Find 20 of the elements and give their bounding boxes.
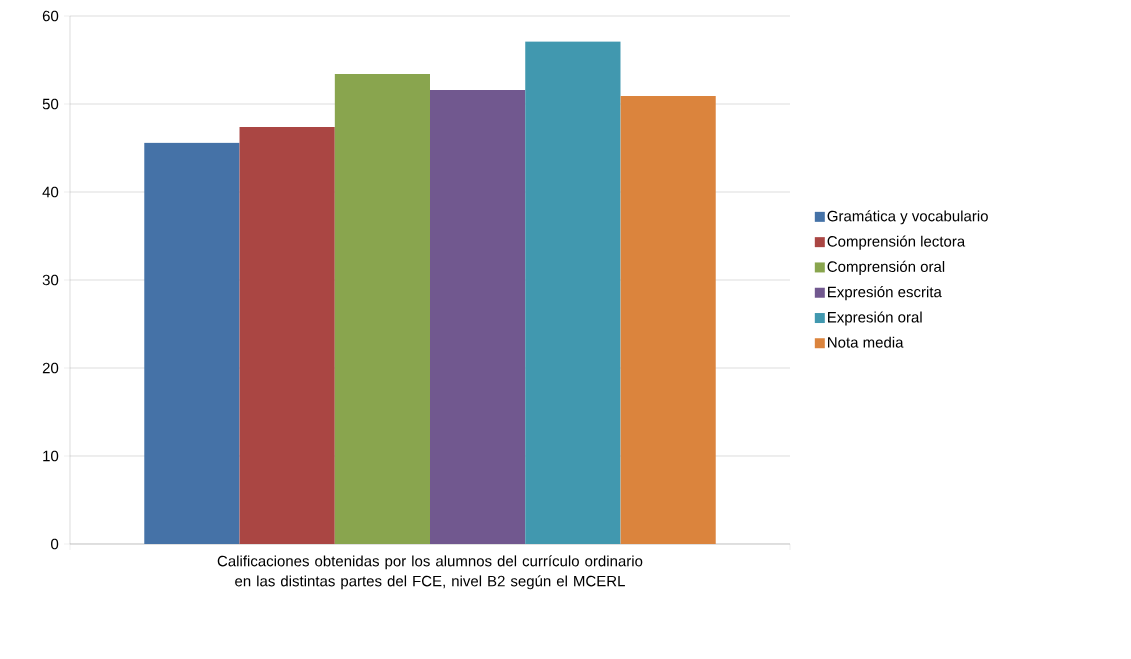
y-tick-label: 40	[42, 186, 59, 198]
x-tick-label: Calificaciones obtenidas por los alumnos del currículo ordinario en las distintas partes del FCE, nivel B2 según el MCERL	[217, 555, 643, 590]
bar	[430, 89, 526, 544]
legend-label: Nota media	[828, 336, 904, 348]
legend-label: Gramática y vocabulario	[827, 210, 988, 225]
y-tick-label: 20	[42, 362, 59, 374]
y-tick-label: 10	[43, 450, 59, 462]
y-tick-label: 50	[42, 98, 59, 110]
bar	[620, 96, 716, 544]
y-tick-label: 0	[51, 538, 59, 550]
legend-label: Expresión oral	[828, 311, 922, 326]
y-tick-label: 60	[42, 10, 59, 22]
legend-label: Expresión escrita	[828, 286, 942, 301]
bar	[334, 74, 430, 544]
bar	[144, 142, 240, 544]
bar	[525, 41, 621, 544]
legend-label: Comprensión oral	[827, 260, 945, 275]
legend-label: Comprensión lectora	[827, 235, 966, 250]
y-tick-label: 30	[42, 274, 59, 286]
bar	[239, 126, 335, 544]
